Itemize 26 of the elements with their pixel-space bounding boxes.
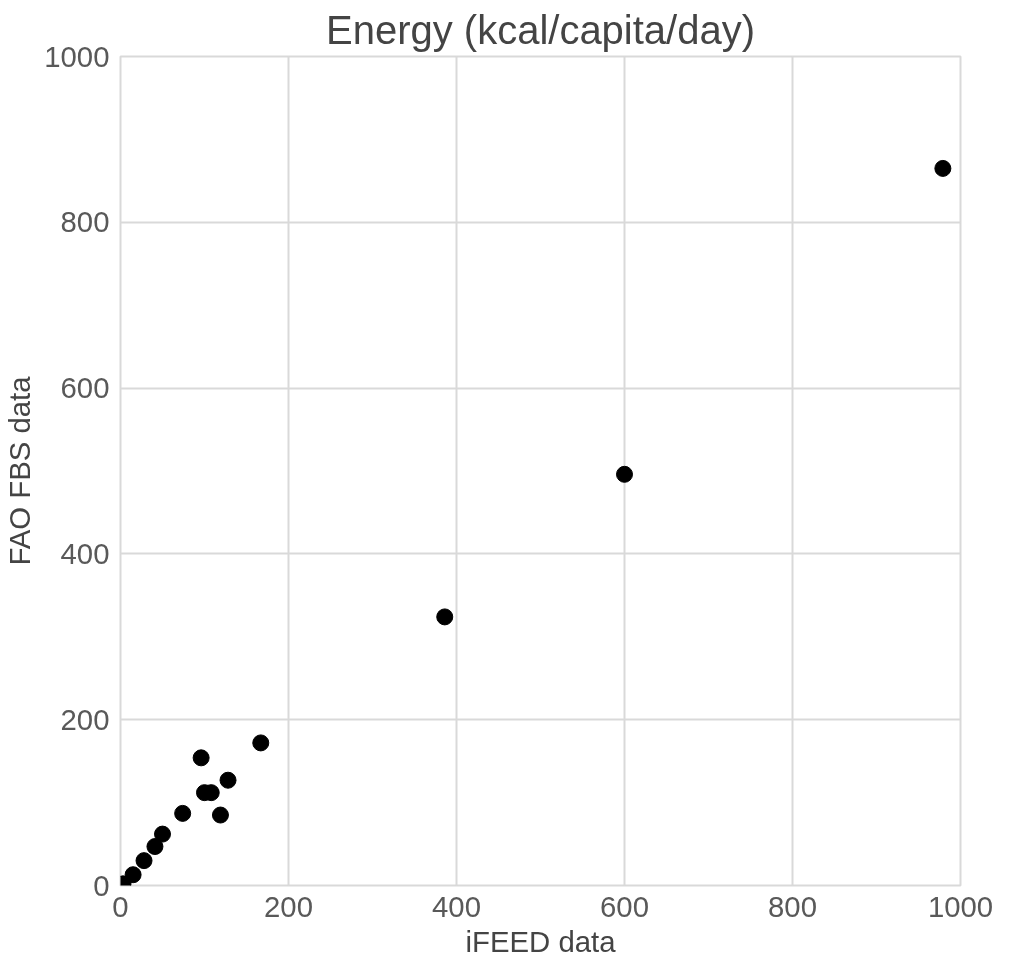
point bbox=[436, 608, 454, 626]
point bbox=[934, 159, 952, 177]
point bbox=[252, 734, 270, 752]
chart-title: Energy (kcal/capita/day) bbox=[325, 7, 756, 52]
point bbox=[146, 838, 164, 856]
x-tick-label: 200 bbox=[264, 889, 313, 923]
y-tick-label: 0 bbox=[93, 868, 110, 902]
y-tick-label: 1000 bbox=[44, 39, 110, 73]
x-tick-label: 400 bbox=[432, 889, 481, 923]
y-tick-label: 400 bbox=[60, 536, 110, 570]
x-tick-label: 600 bbox=[600, 889, 649, 923]
point bbox=[192, 749, 210, 767]
x-tick-label: 1000 bbox=[927, 889, 994, 923]
point bbox=[135, 852, 153, 870]
x-axis-title: iFEED data bbox=[465, 924, 617, 958]
point bbox=[211, 806, 229, 824]
point bbox=[174, 804, 192, 822]
point bbox=[219, 771, 237, 789]
point bbox=[616, 465, 633, 483]
y-tick-label: 600 bbox=[60, 371, 110, 405]
point bbox=[154, 825, 171, 843]
y-tick-label: 200 bbox=[60, 702, 110, 736]
x-tick-label: 800 bbox=[768, 889, 817, 923]
point bbox=[124, 866, 142, 884]
y-axis-title: FAO FBS data bbox=[3, 375, 37, 566]
y-tick-label: 800 bbox=[60, 205, 110, 239]
